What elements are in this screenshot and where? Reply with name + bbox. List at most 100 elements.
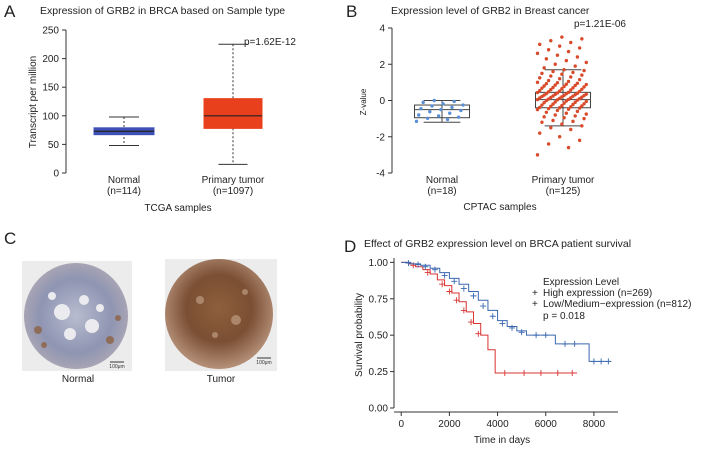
panel-b-tumor-point — [546, 48, 551, 52]
panel-b-tumor-point — [562, 101, 566, 105]
panel-a-xlabel: TCGA samples — [144, 203, 211, 214]
panel-b-normal-point — [452, 99, 456, 104]
panel-b-normal-point — [414, 119, 419, 124]
panel-b-tumor-point — [538, 76, 542, 80]
panel-b-ytick-label: 4 — [379, 24, 385, 35]
panel-b-tumor-point — [555, 81, 560, 85]
panel-b-tumor-point — [573, 83, 577, 88]
km-censor-high — [537, 370, 544, 377]
panel-d-curves — [401, 260, 612, 377]
panel-d: D Effect of GRB2 expression level on BRC… — [344, 237, 691, 446]
ihc-tumor-image — [165, 259, 273, 369]
panel-d-yticks: 0.00 0.25 0.50 0.75 1.00 — [369, 258, 394, 415]
panel-b-tumor-point — [577, 106, 582, 110]
panel-a-ylabel: Transcript per million — [28, 56, 39, 148]
panel-b-normal-point — [419, 106, 423, 111]
panel-a-ytick-label: 100 — [42, 111, 59, 122]
km-censor-low — [571, 340, 578, 347]
panel-b-tumor-point — [580, 73, 584, 77]
panel-b-tumor-point — [560, 122, 564, 126]
panel-b-normal-point — [450, 105, 454, 110]
panel-b-tumor-point — [584, 112, 588, 116]
km-censor-low — [460, 285, 467, 292]
panel-b-tumor-point — [560, 72, 564, 76]
panel-b-normal-point — [461, 103, 465, 107]
panel-b-tumor-point — [573, 100, 577, 105]
panel-b-tumor-point — [540, 120, 544, 124]
panel-b-tumor-point — [538, 88, 542, 93]
ihc-tumor-label: Tumor — [207, 374, 236, 385]
panel-b-tumor-point — [577, 46, 582, 50]
km-censor-low — [518, 329, 525, 336]
panel-b-tumor-point — [577, 77, 582, 82]
panel-b-tumor-point — [580, 87, 584, 91]
panel-d-xticks: 0 2000 4000 6000 8000 — [398, 412, 605, 430]
panel-b-tumor-n: (n=125) — [546, 186, 581, 197]
ihc-normal-brown-stain — [34, 315, 121, 348]
panel-b-tumor-point — [538, 42, 542, 47]
panel-b-tumor-point — [566, 145, 571, 150]
panel-b-normal-point — [421, 100, 425, 105]
km-censor-low — [431, 266, 438, 273]
panel-b-tumor-point — [553, 62, 557, 66]
panel-b-tumor-point — [551, 69, 555, 74]
panel-d-xtick-label: 0 — [398, 419, 404, 430]
panel-b-tumor-point — [573, 114, 577, 118]
panel-b-tumor-point — [557, 89, 562, 93]
panel-d-xlabel: Time in days — [474, 435, 530, 446]
ihc-normal-texture — [48, 292, 104, 340]
panel-b-ytick-label: -2 — [376, 132, 385, 143]
panel-b-tumor-point — [542, 100, 546, 105]
panel-b-tumor-point — [553, 113, 557, 117]
km-censor-low — [470, 292, 477, 299]
panel-d-ytick-label: 0.50 — [369, 331, 389, 342]
km-censor-high — [460, 307, 467, 314]
panel-a-tumor-label: Primary tumor — [202, 175, 265, 186]
panel-b-tumor-point — [544, 57, 549, 61]
panel-b-tumor-point — [577, 89, 582, 94]
panel-b-tumor-point — [580, 104, 584, 108]
km-censor-high — [453, 297, 460, 304]
panel-d-ylabel: Survival probability — [354, 293, 365, 377]
panel-b-normal-point — [456, 115, 461, 119]
panel-b-tumor-point — [553, 100, 557, 104]
panel-b-tumor-point — [569, 75, 573, 79]
panel-b-tumor-point — [549, 125, 553, 130]
ihc-normal-label: Normal — [62, 374, 94, 385]
panel-b-tumor-point — [535, 107, 540, 112]
panel-b-tumor-point — [560, 87, 564, 91]
km-censor-high — [410, 262, 417, 269]
panel-a-ytick-label: 250 — [42, 26, 59, 37]
panel-a-tumor-box — [203, 98, 263, 129]
panel-b-tumor-point — [549, 87, 553, 92]
panel-d-ytick-label: 0.75 — [369, 294, 389, 305]
panel-b-normal-point — [430, 104, 434, 108]
panel-b-tumor-point — [535, 153, 540, 157]
panel-b-tumor-point — [549, 104, 553, 109]
km-censor-low — [489, 313, 496, 320]
panel-b-tumor-point — [544, 110, 549, 114]
panel-letter-b: B — [346, 2, 357, 21]
panel-b-tumor-point — [569, 88, 573, 92]
panel-b-tumor-point — [551, 102, 555, 106]
km-censor-low — [415, 261, 422, 268]
panel-b-pvalue: p=1.21E-06 — [574, 19, 626, 30]
panel-d-title: Effect of GRB2 expression level on BRCA … — [364, 238, 631, 250]
km-censor-high — [501, 370, 508, 377]
panel-b-tumor-point — [566, 90, 571, 95]
ihc-tumor-texture — [196, 289, 248, 338]
panel-b-tumor-point — [546, 90, 551, 94]
panel-letter-d: D — [344, 237, 356, 256]
panel-b-tumor-point — [546, 106, 551, 111]
km-censor-low — [509, 324, 516, 331]
panel-b-tumor-point — [546, 142, 551, 146]
panel-b-tumor-point — [562, 116, 566, 120]
panel-b-tumor-point — [538, 105, 542, 110]
panel-b-xlabel: CPTAC samples — [463, 202, 536, 213]
km-censor-high — [569, 370, 576, 377]
panel-b-yticks: -4 -2 0 2 4 — [376, 24, 392, 180]
panel-b-tumor-point — [564, 82, 569, 86]
km-censor-low — [441, 272, 448, 279]
panel-b-normal-point — [428, 110, 432, 114]
